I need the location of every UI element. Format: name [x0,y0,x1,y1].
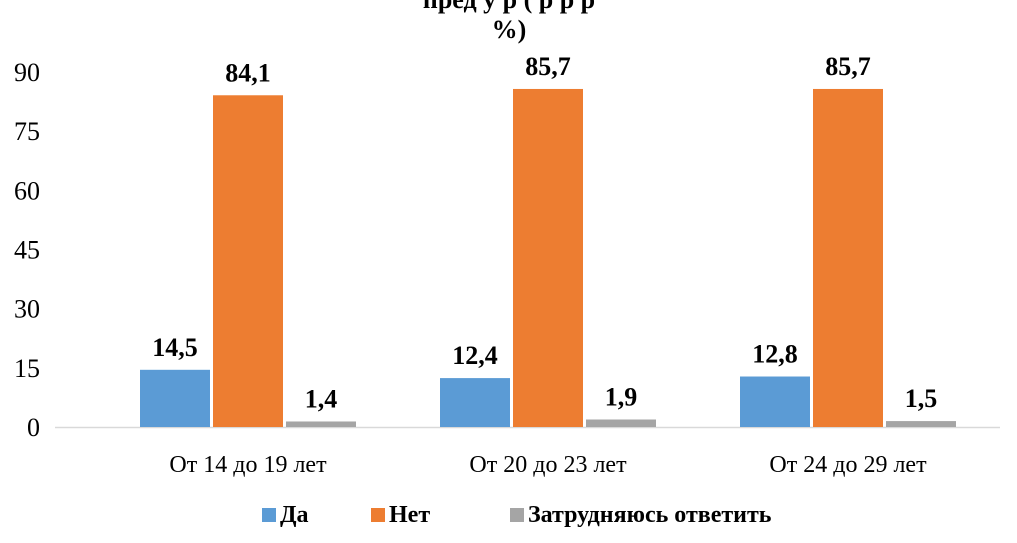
bar-zatrudnyayus [886,421,956,427]
bars [140,88,956,428]
data-label: 1,4 [305,384,338,413]
category-label: От 24 до 29 лет [769,452,927,478]
bar-da [140,369,210,427]
y-tick-label: 30 [14,295,40,324]
y-tick-label: 90 [14,58,40,87]
legend-swatch [371,508,385,522]
bar-da [740,376,810,427]
data-label: 84,1 [225,58,271,87]
chart-title-line: пред у р ( р р р [423,0,595,14]
data-label: 85,7 [825,52,871,81]
bar-net [513,88,583,427]
y-tick-label: 60 [14,176,40,205]
legend-swatch [510,508,524,522]
data-label: 1,9 [605,383,638,412]
category-labels: От 14 до 19 лет От 20 до 23 лет От 24 до 2… [169,452,927,478]
bar-zatrudnyayus [286,421,356,427]
data-label: 12,8 [752,340,798,369]
legend-label: Затрудняюсь ответить [528,502,772,528]
y-tick-label: 75 [14,117,40,146]
bar-net [813,88,883,427]
data-label: 1,5 [905,384,938,413]
y-tick-label: 0 [27,413,40,442]
data-labels: 14,5 84,1 1,4 12,4 85,7 1,9 12,8 85,7 1,5 [152,52,937,414]
category-label: От 20 до 23 лет [469,452,627,478]
chart-title: пред у р ( р р р%) [423,0,595,44]
legend-label: Да [280,502,309,528]
legend-swatch [262,508,276,522]
chart-title-line: %) [492,15,527,44]
y-tick-label: 15 [14,354,40,383]
legend-item: Нет [371,502,430,528]
category-label: От 14 до 19 лет [169,452,327,478]
data-label: 85,7 [525,52,571,81]
data-label: 12,4 [452,341,498,370]
data-label: 14,5 [152,333,198,362]
bar-net [213,95,283,428]
y-tick-label: 45 [14,236,40,265]
legend-item: Да [262,502,309,528]
legend-item: Затрудняюсь ответить [510,502,772,528]
y-axis: 0 15 30 45 60 75 90 [14,58,40,442]
bar-da [440,378,510,427]
legend: Да Нет Затрудняюсь ответить [262,502,772,528]
bar-zatrudnyayus [586,419,656,427]
legend-label: Нет [389,502,430,528]
